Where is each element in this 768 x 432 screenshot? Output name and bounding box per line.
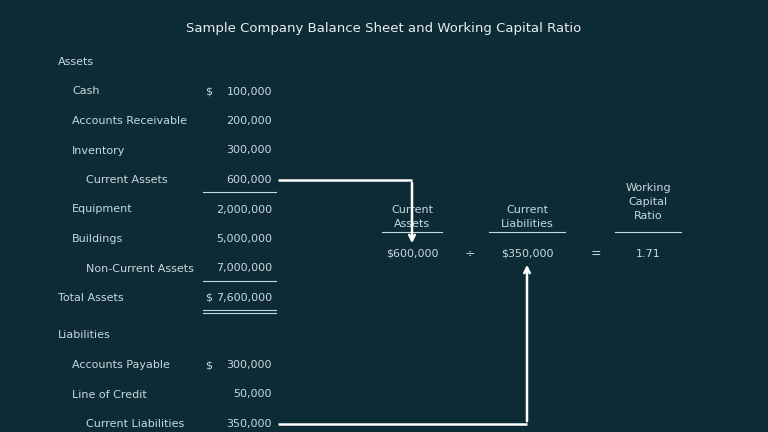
Text: 50,000: 50,000 (233, 390, 272, 400)
Text: Equipment: Equipment (72, 204, 133, 215)
Text: Line of Credit: Line of Credit (72, 390, 147, 400)
Text: 300,000: 300,000 (227, 360, 272, 370)
Text: Buildings: Buildings (72, 234, 123, 244)
Text: Total Assets: Total Assets (58, 293, 124, 303)
Text: 600,000: 600,000 (227, 175, 272, 185)
Text: Inventory: Inventory (72, 146, 125, 156)
Text: Current Liabilities: Current Liabilities (86, 419, 184, 429)
Text: 5,000,000: 5,000,000 (216, 234, 272, 244)
Text: $600,000: $600,000 (386, 249, 439, 259)
Text: Accounts Payable: Accounts Payable (72, 360, 170, 370)
Text: $: $ (205, 86, 212, 96)
Text: Cash: Cash (72, 86, 100, 96)
Text: $: $ (205, 293, 212, 303)
Text: 2,000,000: 2,000,000 (216, 204, 272, 215)
Text: Sample Company Balance Sheet and Working Capital Ratio: Sample Company Balance Sheet and Working… (187, 22, 581, 35)
Text: 7,600,000: 7,600,000 (216, 293, 272, 303)
Text: 1.71: 1.71 (636, 249, 660, 259)
Text: ÷: ÷ (465, 248, 475, 260)
Text: Current: Current (506, 205, 548, 215)
Text: 7,000,000: 7,000,000 (216, 264, 272, 273)
Text: Working: Working (625, 183, 670, 193)
Text: 350,000: 350,000 (227, 419, 272, 429)
Text: 300,000: 300,000 (227, 146, 272, 156)
Text: Assets: Assets (394, 219, 430, 229)
Text: Current Assets: Current Assets (86, 175, 167, 185)
Text: Capital: Capital (628, 197, 667, 207)
Text: Non-Current Assets: Non-Current Assets (86, 264, 194, 273)
Text: 200,000: 200,000 (227, 116, 272, 126)
Text: Current: Current (391, 205, 433, 215)
Text: Liabilities: Liabilities (501, 219, 554, 229)
Text: Assets: Assets (58, 57, 94, 67)
Text: Liabilities: Liabilities (58, 330, 111, 340)
Text: $350,000: $350,000 (501, 249, 553, 259)
Text: Accounts Receivable: Accounts Receivable (72, 116, 187, 126)
Text: Ratio: Ratio (634, 211, 662, 221)
Text: =: = (591, 248, 601, 260)
Text: $: $ (205, 360, 212, 370)
Text: 100,000: 100,000 (227, 86, 272, 96)
